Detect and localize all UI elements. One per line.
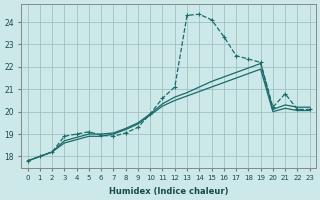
X-axis label: Humidex (Indice chaleur): Humidex (Indice chaleur) <box>109 187 228 196</box>
